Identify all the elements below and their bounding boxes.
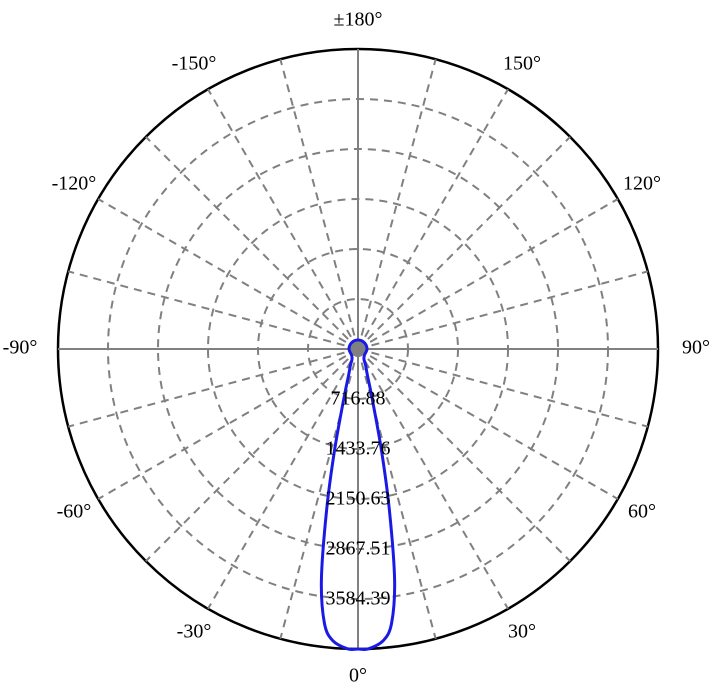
angle-label: 150° (503, 53, 541, 75)
angle-label: 120° (623, 173, 661, 195)
angle-label: -30° (177, 621, 212, 643)
angle-label: -150° (172, 53, 217, 75)
angle-label: -60° (57, 501, 92, 523)
polar-chart: 0° 30° 60° 90° 120° 150° ±180° -150° -120° -90° -6… (0, 0, 716, 698)
angle-label: 60° (628, 501, 656, 523)
angle-label: 0° (349, 665, 367, 687)
angle-label: 30° (508, 621, 536, 643)
radial-label: 2867.51 (326, 538, 391, 560)
radial-label: 1433.76 (326, 438, 391, 460)
angle-label: -90° (3, 337, 38, 359)
angle-label: ±180° (334, 9, 383, 31)
radial-label: 2150.63 (326, 488, 391, 510)
radial-label: 3584.39 (326, 588, 391, 610)
angle-label: 90° (682, 337, 710, 359)
radial-label: 716.88 (331, 388, 386, 410)
angle-label: -120° (52, 173, 97, 195)
